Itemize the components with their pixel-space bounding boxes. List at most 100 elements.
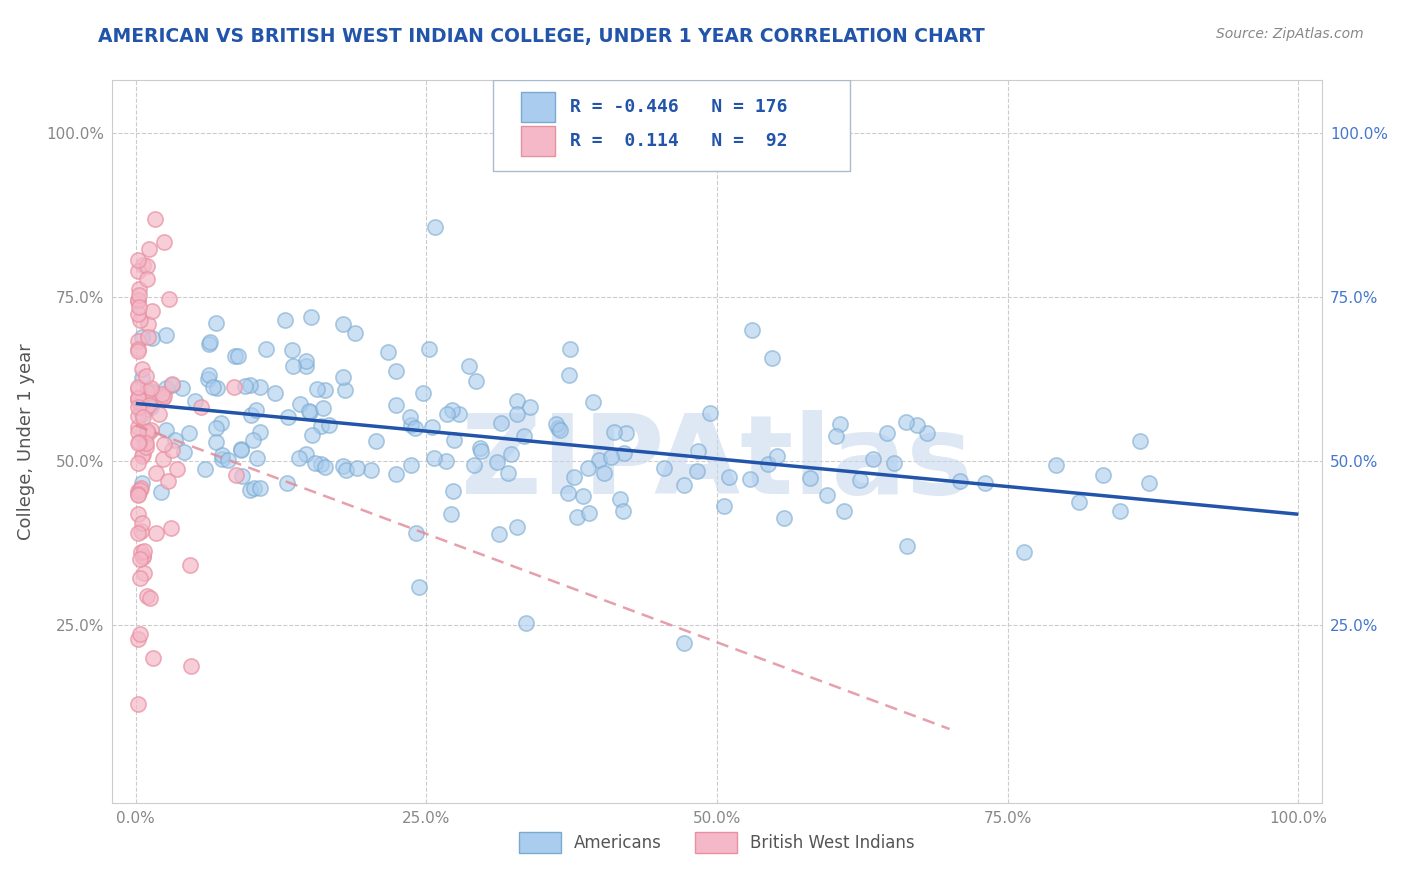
Point bbox=[170, 381, 193, 395]
Point bbox=[226, 349, 249, 363]
Point bbox=[166, 462, 188, 476]
Point bbox=[129, 481, 152, 495]
Point bbox=[127, 697, 149, 711]
Point bbox=[360, 463, 382, 477]
Point bbox=[136, 425, 159, 440]
Point bbox=[127, 293, 149, 308]
Point bbox=[160, 376, 183, 391]
Point bbox=[239, 483, 262, 497]
Point bbox=[131, 407, 153, 421]
Point bbox=[222, 380, 245, 394]
Point bbox=[449, 407, 471, 421]
Point bbox=[443, 484, 465, 499]
Point bbox=[612, 503, 634, 517]
Point bbox=[127, 393, 149, 408]
Point bbox=[127, 409, 149, 423]
Point bbox=[440, 403, 463, 417]
Point bbox=[198, 334, 221, 349]
Point bbox=[974, 475, 997, 490]
Point bbox=[283, 359, 305, 373]
Point bbox=[249, 380, 271, 394]
Point bbox=[301, 428, 323, 442]
Point bbox=[155, 381, 177, 395]
Point bbox=[194, 462, 217, 476]
Point bbox=[688, 444, 710, 458]
Point bbox=[225, 468, 247, 483]
Point bbox=[557, 485, 579, 500]
Point bbox=[288, 450, 311, 465]
Point bbox=[699, 406, 721, 420]
Point bbox=[299, 310, 322, 325]
Point bbox=[138, 398, 160, 412]
Point bbox=[405, 526, 427, 541]
FancyBboxPatch shape bbox=[494, 80, 851, 170]
Point bbox=[295, 447, 318, 461]
Point bbox=[443, 433, 465, 447]
Point bbox=[488, 527, 510, 541]
Point bbox=[600, 450, 623, 464]
Point bbox=[422, 451, 444, 466]
Point bbox=[309, 419, 332, 434]
Point bbox=[672, 636, 695, 650]
Point bbox=[613, 446, 636, 460]
Point bbox=[131, 475, 153, 490]
Point bbox=[1129, 434, 1152, 448]
Point bbox=[197, 372, 219, 386]
Point bbox=[385, 364, 408, 378]
Point bbox=[761, 351, 783, 366]
Point bbox=[741, 323, 763, 337]
Point bbox=[567, 510, 589, 524]
Point bbox=[581, 395, 603, 409]
Point bbox=[127, 293, 149, 308]
Point bbox=[127, 307, 149, 321]
Point bbox=[153, 437, 176, 451]
Point bbox=[609, 491, 631, 506]
Point bbox=[825, 429, 848, 443]
Point bbox=[131, 450, 153, 464]
Point bbox=[127, 420, 149, 434]
Point bbox=[240, 408, 263, 422]
Point bbox=[127, 382, 149, 396]
Point bbox=[614, 426, 637, 441]
Point bbox=[128, 287, 150, 301]
Text: AMERICAN VS BRITISH WEST INDIAN COLLEGE, UNDER 1 YEAR CORRELATION CHART: AMERICAN VS BRITISH WEST INDIAN COLLEGE,… bbox=[98, 27, 986, 45]
Point bbox=[131, 362, 153, 376]
Point bbox=[157, 292, 180, 306]
Point bbox=[136, 330, 159, 344]
Point bbox=[576, 461, 599, 475]
Text: ZIPAtlas: ZIPAtlas bbox=[461, 409, 973, 516]
Point bbox=[290, 397, 312, 411]
Point bbox=[132, 566, 155, 581]
Point bbox=[588, 453, 610, 467]
Point bbox=[307, 382, 329, 396]
Point bbox=[593, 466, 616, 480]
Point bbox=[152, 451, 174, 466]
Point bbox=[153, 389, 176, 403]
Point bbox=[815, 488, 838, 502]
Point bbox=[231, 468, 253, 483]
Point bbox=[399, 409, 422, 424]
Point bbox=[686, 464, 709, 478]
Point bbox=[198, 368, 221, 382]
Point bbox=[486, 455, 509, 469]
Point bbox=[274, 312, 297, 326]
Point bbox=[832, 504, 855, 518]
Point bbox=[1067, 495, 1090, 509]
Point bbox=[254, 342, 277, 356]
Point bbox=[465, 375, 488, 389]
Point bbox=[179, 558, 201, 573]
Point bbox=[408, 580, 430, 594]
Point bbox=[155, 424, 177, 438]
Point bbox=[135, 436, 157, 450]
Point bbox=[489, 417, 512, 431]
Point bbox=[332, 317, 354, 331]
Point bbox=[249, 481, 271, 495]
Point bbox=[314, 459, 336, 474]
Point bbox=[127, 526, 149, 541]
Point bbox=[131, 371, 153, 385]
Point bbox=[153, 235, 176, 249]
Point bbox=[849, 473, 872, 487]
Point bbox=[127, 252, 149, 267]
Point bbox=[915, 425, 938, 440]
Point bbox=[264, 386, 287, 401]
